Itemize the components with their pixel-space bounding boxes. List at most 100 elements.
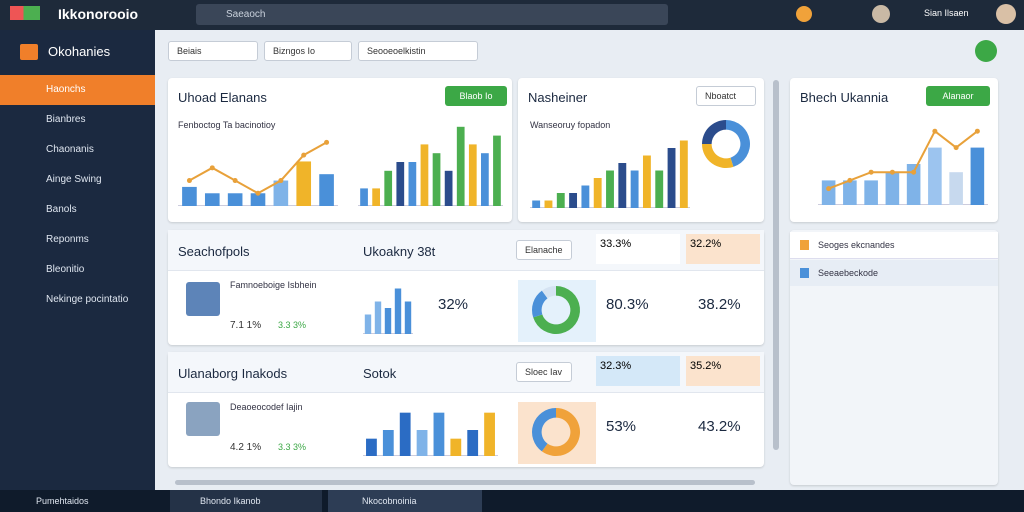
percent: 43.2%	[698, 418, 741, 435]
search[interactable]: Saeaoch	[196, 4, 668, 25]
add-button[interactable]	[975, 40, 997, 62]
chart	[358, 126, 503, 206]
bar	[467, 430, 479, 456]
card-button[interactable]: Alanaor	[926, 86, 990, 106]
bar	[450, 438, 462, 456]
line-point	[974, 128, 980, 134]
bar	[642, 155, 651, 208]
bar	[408, 162, 417, 206]
bar	[556, 193, 565, 208]
bar	[928, 147, 942, 205]
bar	[655, 170, 664, 208]
filter[interactable]: Seooeoelkistin	[358, 41, 478, 61]
accordion-item[interactable]: Seoges ekcnandes	[790, 232, 998, 259]
brand-icon	[20, 44, 38, 60]
card-button[interactable]: Blaob Io	[445, 86, 507, 106]
row-title: Sotok	[363, 366, 397, 381]
row-title: Ulanaborg Inakods	[178, 366, 288, 381]
bar	[227, 193, 243, 206]
nav-item[interactable]: Bleonitio	[46, 264, 85, 275]
taskbar-item: Nkocobnoinia	[362, 496, 417, 506]
bar	[532, 200, 541, 208]
bar	[374, 301, 382, 334]
card: Nasheiner Nboatct Wanseoruy fopadon	[518, 78, 764, 222]
top-bar: Ikkonorooio Saeaoch Sian Ilsaen	[0, 0, 1024, 30]
line-point	[826, 186, 832, 192]
item-value: 3.3 3%	[278, 320, 307, 330]
bar	[384, 308, 392, 334]
accordion-label: Seoges ekcnandes	[818, 240, 895, 250]
user-name: Sian Ilsaen	[924, 8, 969, 18]
nav-item[interactable]: Bianbres	[46, 114, 86, 125]
card-dropdown[interactable]: Nboatct	[696, 86, 756, 106]
bar	[444, 170, 453, 206]
line	[828, 129, 978, 190]
bar	[372, 188, 380, 206]
card: Uhoad Elanans Blaob Io Fenboctog Ta baci…	[168, 78, 512, 222]
bar	[399, 412, 411, 456]
notify[interactable]	[796, 6, 812, 22]
item-title: Famnoeboige Isbhein	[230, 280, 317, 290]
bar	[296, 161, 312, 206]
chart	[363, 288, 413, 334]
donut-slice	[532, 408, 556, 452]
percent: 80.3%	[606, 296, 649, 313]
bar	[319, 174, 334, 206]
bar	[364, 314, 372, 334]
bar	[667, 148, 676, 208]
donut-slice	[532, 290, 548, 318]
item-value: 7.1 1%	[230, 320, 262, 331]
bar	[360, 188, 368, 206]
bar	[382, 430, 394, 456]
line-point	[209, 165, 215, 171]
taskbar: Pumehtaidos Bhondo Ikanob Nkocobnoinia	[0, 490, 1024, 512]
line-point	[255, 190, 261, 196]
bar	[273, 180, 289, 206]
chart	[818, 128, 988, 205]
filter[interactable]: Beiais	[168, 41, 258, 61]
filter[interactable]: Bizngos Io	[264, 41, 352, 61]
nav-item[interactable]: Haonchs	[0, 75, 155, 105]
accordion: Seoges ekcnandes Seeaebeckode	[790, 230, 998, 485]
card-title: Nasheiner	[528, 90, 588, 105]
nav-item[interactable]: Nekinge pocintatio	[46, 294, 129, 305]
line-point	[953, 145, 959, 151]
bar	[416, 430, 428, 456]
bar	[593, 178, 602, 208]
bar	[456, 126, 465, 206]
donut-slice	[702, 144, 734, 168]
nav-item[interactable]: Reponms	[46, 234, 89, 245]
bar	[204, 193, 220, 206]
taskbar-tab[interactable]: Bhondo Ikanob	[170, 490, 322, 512]
accordion-item[interactable]: Seeaebeckode	[790, 260, 998, 286]
bar	[606, 170, 614, 208]
taskbar-tab[interactable]: Nkocobnoinia	[328, 490, 482, 512]
row-button[interactable]: Sloec Iav	[516, 362, 572, 382]
scrollbar[interactable]	[773, 80, 779, 450]
donut-slice	[533, 286, 580, 334]
bar	[404, 301, 412, 334]
avatar[interactable]	[996, 4, 1016, 24]
bar	[569, 193, 578, 208]
nav-item[interactable]: Chaonanis	[46, 144, 94, 155]
nav-item[interactable]: Ainge Swing	[46, 174, 102, 185]
bar	[432, 153, 441, 206]
bar	[906, 164, 921, 205]
scrollbar[interactable]	[175, 480, 755, 485]
avatar[interactable]	[872, 5, 890, 23]
taskbar-item[interactable]: Pumehtaidos	[36, 496, 89, 506]
bar	[885, 172, 900, 205]
thumbnail	[186, 402, 220, 436]
bar	[821, 180, 836, 205]
line-point	[847, 177, 853, 183]
row-button[interactable]: Elanache	[516, 240, 572, 260]
nav-item[interactable]: Banols	[46, 204, 77, 215]
donut-slice	[541, 286, 556, 299]
row-card: Seachofpols Ukoakny 38t Elanache 33.3% 32.2%…	[168, 230, 764, 345]
line-point	[911, 169, 917, 175]
bar	[970, 147, 985, 205]
bar	[484, 412, 495, 456]
chart	[530, 140, 690, 208]
donut-slice	[702, 120, 726, 144]
